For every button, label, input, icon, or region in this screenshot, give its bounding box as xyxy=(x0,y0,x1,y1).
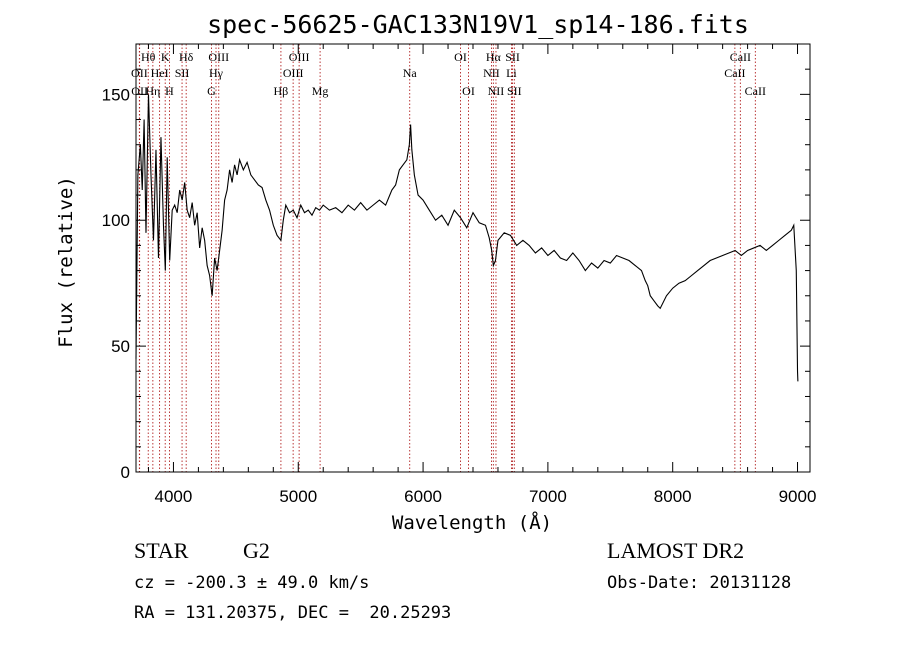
line-marker-label: NII xyxy=(488,84,505,98)
y-tick-label: 0 xyxy=(121,463,130,482)
y-axis-label: Flux (relative) xyxy=(55,176,77,348)
line-marker-label: Hγ xyxy=(209,66,224,80)
line-marker-label: Hθ xyxy=(141,50,156,64)
axis-tick-labels: 4000 5000 6000 7000 8000 9000 0 50 100 150 xyxy=(102,85,817,506)
line-marker-label: CaII xyxy=(730,50,751,64)
x-axis-label: Wavelength (Å) xyxy=(392,511,552,534)
y-tick-label: 50 xyxy=(111,337,130,356)
line-marker-label: K xyxy=(161,50,170,64)
x-tick-label: 5000 xyxy=(279,487,317,506)
line-marker-label: Hδ xyxy=(179,50,194,64)
emission-line-markers xyxy=(138,44,756,472)
line-marker-label: OIII xyxy=(283,66,304,80)
line-marker-label: CaII xyxy=(724,66,745,80)
line-marker-label: NII xyxy=(483,66,500,80)
y-tick-label: 150 xyxy=(102,85,130,104)
spectrum-line xyxy=(135,94,799,382)
line-marker-label: Na xyxy=(403,66,418,80)
line-marker-label: OIII xyxy=(289,50,310,64)
line-marker-label: SII xyxy=(507,84,522,98)
object-subclass: G2 xyxy=(243,538,270,563)
line-marker-label: HeI xyxy=(151,66,169,80)
line-marker-label: Mg xyxy=(312,84,329,98)
line-marker-label: H xyxy=(165,84,174,98)
x-tick-label: 7000 xyxy=(529,487,567,506)
line-marker-label: OI xyxy=(462,84,475,98)
redshift-line: cz = -200.3 ± 49.0 km/s xyxy=(134,573,370,593)
plot-frame xyxy=(135,43,811,473)
line-marker-label: Li xyxy=(506,66,517,80)
line-marker-label: SII xyxy=(505,50,520,64)
y-tick-label: 100 xyxy=(102,211,130,230)
object-class: STAR xyxy=(134,538,189,563)
x-tick-label: 8000 xyxy=(654,487,692,506)
axis-ticks xyxy=(136,43,810,473)
line-marker-label: SII xyxy=(175,66,190,80)
line-marker-label: OI xyxy=(454,50,467,64)
line-marker-label: Hα xyxy=(486,50,502,64)
chart-title: spec-56625-GAC133N19V1_sp14-186.fits xyxy=(207,10,749,39)
coordinates-line: RA = 131.20375, DEC = 20.25293 xyxy=(134,603,452,623)
line-marker-label: Hβ xyxy=(274,84,289,98)
line-marker-label: G xyxy=(207,84,216,98)
line-marker-label: OIII xyxy=(208,50,229,64)
line-marker-label: CaII xyxy=(745,84,766,98)
survey-label: LAMOST DR2 xyxy=(607,538,745,563)
line-marker-label: Hη xyxy=(145,84,160,98)
observation-date: Obs-Date: 20131128 xyxy=(607,573,792,593)
x-tick-label: 9000 xyxy=(779,487,817,506)
line-marker-label: OII xyxy=(131,66,148,80)
x-tick-label: 6000 xyxy=(404,487,442,506)
emission-line-labels: HθOIIOIIHηHeIKHSIIHδGOIIIHγHβOIIIOIIIMgN… xyxy=(131,50,766,98)
x-tick-label: 4000 xyxy=(155,487,193,506)
